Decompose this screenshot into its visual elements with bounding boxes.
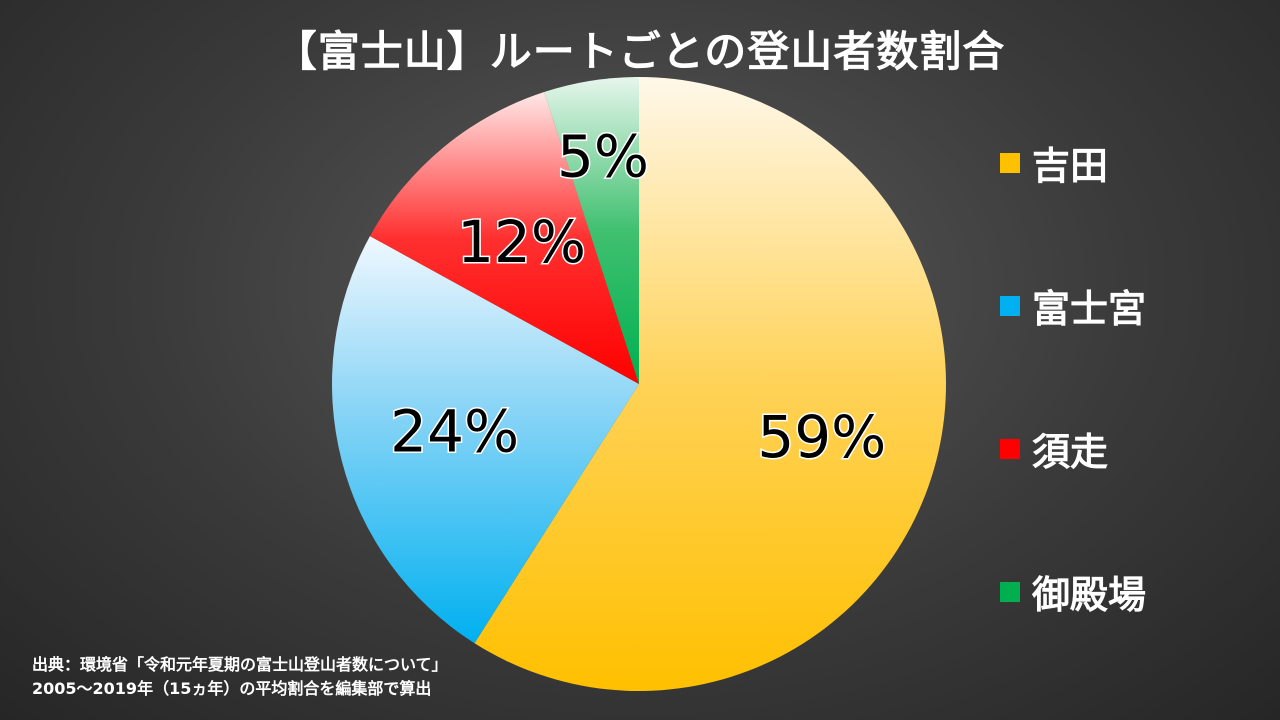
legend-swatch (1000, 295, 1020, 316)
slice-fujinomiya (331, 236, 639, 644)
slice-subashiri (369, 92, 639, 385)
slice-value-label: 24% (390, 397, 519, 465)
slice-yoshida (474, 77, 946, 691)
legend-swatch (1000, 581, 1020, 602)
source-line-1: 出典：環境省「令和元年夏期の富士山登山者数について」 (32, 655, 448, 674)
slice-value-label: 5% (557, 123, 649, 191)
legend-label: 吉田 (1032, 144, 1109, 188)
slice-value-label: 59% (757, 403, 886, 471)
legend-label: 御殿場 (1032, 573, 1147, 617)
legend-label: 富士宮 (1032, 287, 1147, 331)
slice-gotemba (544, 77, 639, 384)
slice-value-label: 12% (457, 208, 586, 276)
legend-swatch (1000, 152, 1020, 173)
legend-item-gotemba: 御殿場 (1000, 564, 1146, 619)
legend-item-subashiri: 須走 (1000, 421, 1108, 476)
source-note: 出典：環境省「令和元年夏期の富士山登山者数について」 2005～2019年（15… (32, 653, 448, 701)
chart-title: 【富士山】ルートごとの登山者数割合 (274, 27, 1006, 76)
source-line-2: 2005～2019年（15ヵ年）の平均割合を編集部で算出 (32, 679, 432, 698)
legend-item-yoshida: 吉田 (1000, 135, 1108, 190)
legend-item-fujinomiya: 富士宮 (1000, 278, 1146, 333)
legend-label: 須走 (1032, 430, 1109, 474)
legend-swatch (1000, 438, 1020, 459)
